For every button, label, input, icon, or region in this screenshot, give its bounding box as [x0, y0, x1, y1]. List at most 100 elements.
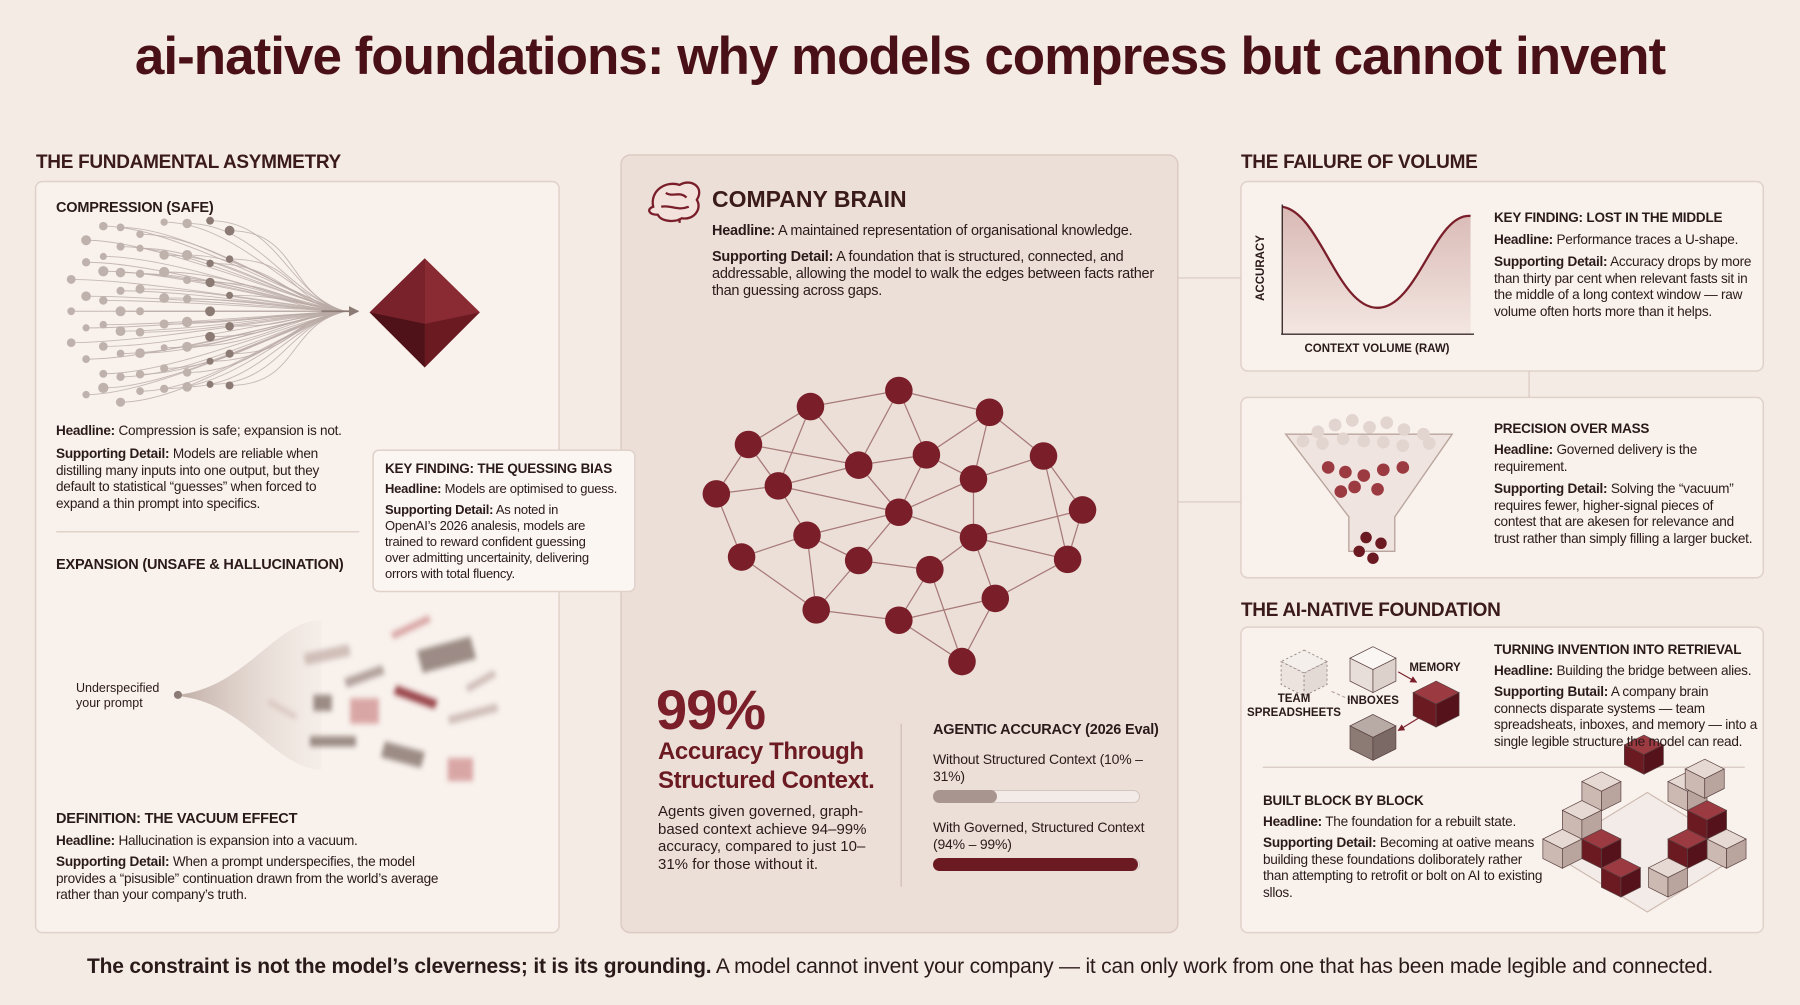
- foundation-illustrations: [1280, 646, 1747, 913]
- section-heading: THE FUNDAMENTAL ASYMMETRY: [36, 152, 341, 173]
- input-dot: [82, 390, 90, 399]
- input-dot: [205, 277, 215, 288]
- headline-label: Headline:: [56, 423, 115, 438]
- flow-line: [164, 271, 345, 312]
- label: KEY FINDING: LOST IN THE MIDDLE: [1494, 210, 1723, 225]
- flow-line: [229, 310, 345, 355]
- headline: Headline: Governed delivery is the requi…: [1494, 442, 1734, 475]
- detail: Supporting Detail: Solving the “vacuum” …: [1494, 481, 1756, 547]
- input-dot: [205, 306, 216, 317]
- compression-diagram: [66, 216, 360, 407]
- section-heading: THE AI-NATIVE FOUNDATION: [1241, 600, 1501, 621]
- headline: Headline: A maintained representation of…: [712, 223, 1182, 240]
- input-label: Underspecified your prompt: [76, 681, 160, 710]
- signal-dot: [1357, 469, 1371, 482]
- graph-node: [844, 451, 873, 479]
- graph-edge: [778, 464, 859, 487]
- headline-label: Headline:: [712, 223, 776, 239]
- axis-label: CONTEXT VOLUME (RAW): [1304, 343, 1450, 355]
- graph-node: [734, 430, 763, 459]
- input-dot: [182, 294, 192, 304]
- headline-text: Hallucination is expansion into a vacuum…: [118, 833, 358, 848]
- input-dot: [99, 221, 108, 231]
- detail-text: A foundation that is structured, connect…: [712, 249, 1154, 299]
- flow-line: [210, 310, 345, 338]
- input-dot: [116, 372, 125, 381]
- signal-dot: [1334, 485, 1348, 498]
- mass-dot: [1328, 418, 1342, 432]
- headline: Headline: Compression is safe; expansion…: [56, 423, 386, 440]
- graph-node: [1053, 545, 1082, 574]
- detail-text: Accuracy drops by more than thirty par c…: [1494, 254, 1752, 319]
- flow-line: [187, 310, 345, 348]
- detail-text: When a prompt underspecifies, the model …: [56, 854, 439, 902]
- input-dot: [98, 266, 109, 277]
- headline-text: The foundation for a rebuilt state.: [1325, 814, 1516, 829]
- mass-dot: [1316, 437, 1329, 450]
- input-dot: [98, 342, 108, 351]
- input-dot: [206, 259, 214, 268]
- cube-face: [1704, 768, 1725, 799]
- flow-line: [103, 256, 345, 312]
- link: [1397, 717, 1420, 731]
- flow-line: [210, 262, 345, 312]
- graph-edge: [898, 597, 996, 621]
- output-dot: [1360, 531, 1372, 544]
- graph-node: [702, 480, 731, 508]
- input-dot: [206, 357, 214, 365]
- flow-line: [229, 230, 345, 312]
- flow-line: [187, 310, 345, 323]
- headline-label: Headline:: [1494, 663, 1553, 678]
- cube-face: [1372, 657, 1397, 694]
- graph-edge: [810, 389, 899, 408]
- input-dot: [181, 316, 193, 328]
- label: TURNING INVENTION INTO RETRIEVAL: [1494, 642, 1742, 657]
- mass-dot: [1363, 420, 1376, 434]
- section-heading: THE FAILURE OF VOLUME: [1241, 152, 1478, 173]
- input-dot: [81, 235, 92, 246]
- input-dot: [66, 275, 76, 284]
- label: PRECISION OVER MASS: [1494, 421, 1650, 436]
- detail-label: Supporting Detail:: [1263, 835, 1377, 850]
- graph-edge: [778, 485, 899, 513]
- signal-dot: [1321, 461, 1335, 474]
- mass-dot: [1311, 425, 1325, 439]
- footer-emphasis: The constraint is not the model’s clever…: [87, 955, 712, 978]
- input-dot: [136, 387, 144, 395]
- output-dot: [1353, 545, 1365, 558]
- headline-text: Governed delivery is the requirement.: [1494, 442, 1698, 474]
- label: EXPANSION (UNSAFE & HALLUCINATION): [56, 557, 344, 573]
- headline-text: A maintained representation of organisat…: [778, 223, 1133, 239]
- signal-dot: [1371, 482, 1384, 496]
- input-dot: [136, 230, 144, 239]
- graph-edge: [858, 390, 900, 466]
- mass-dot: [1422, 437, 1436, 450]
- headline-text: Models are optimised to guess.: [444, 481, 618, 496]
- input-dot: [82, 324, 90, 332]
- headline-label: Headline:: [1263, 814, 1322, 829]
- detail: Supporting Detail: As noted in OpenAI’s …: [385, 502, 610, 582]
- flow-line: [210, 220, 345, 312]
- detail-label: Supporting Detail:: [1494, 254, 1608, 269]
- input-dot: [116, 286, 125, 295]
- source-label: TEAM SPREADSHEETS: [1247, 693, 1341, 719]
- detail-text: Solving the “vacuum” requires fewer, hig…: [1494, 481, 1753, 546]
- input-dot: [225, 255, 234, 263]
- input-dot: [182, 249, 193, 261]
- expansion-diagram: [173, 615, 499, 782]
- graph-node: [885, 376, 913, 405]
- funnel: [1284, 414, 1454, 564]
- graph-edge: [1042, 455, 1069, 560]
- graph-node: [916, 555, 944, 584]
- detail-label: Supporting Butail:: [1494, 684, 1609, 699]
- graph-node: [959, 523, 988, 552]
- input-dot: [135, 284, 145, 294]
- input-dot: [160, 384, 169, 393]
- graph-edge: [929, 569, 963, 662]
- graph-edge: [973, 536, 1068, 560]
- mass-dot: [1296, 434, 1310, 448]
- graph-node: [975, 398, 1004, 427]
- stat: 99%: [656, 678, 766, 741]
- graph-node: [764, 472, 793, 500]
